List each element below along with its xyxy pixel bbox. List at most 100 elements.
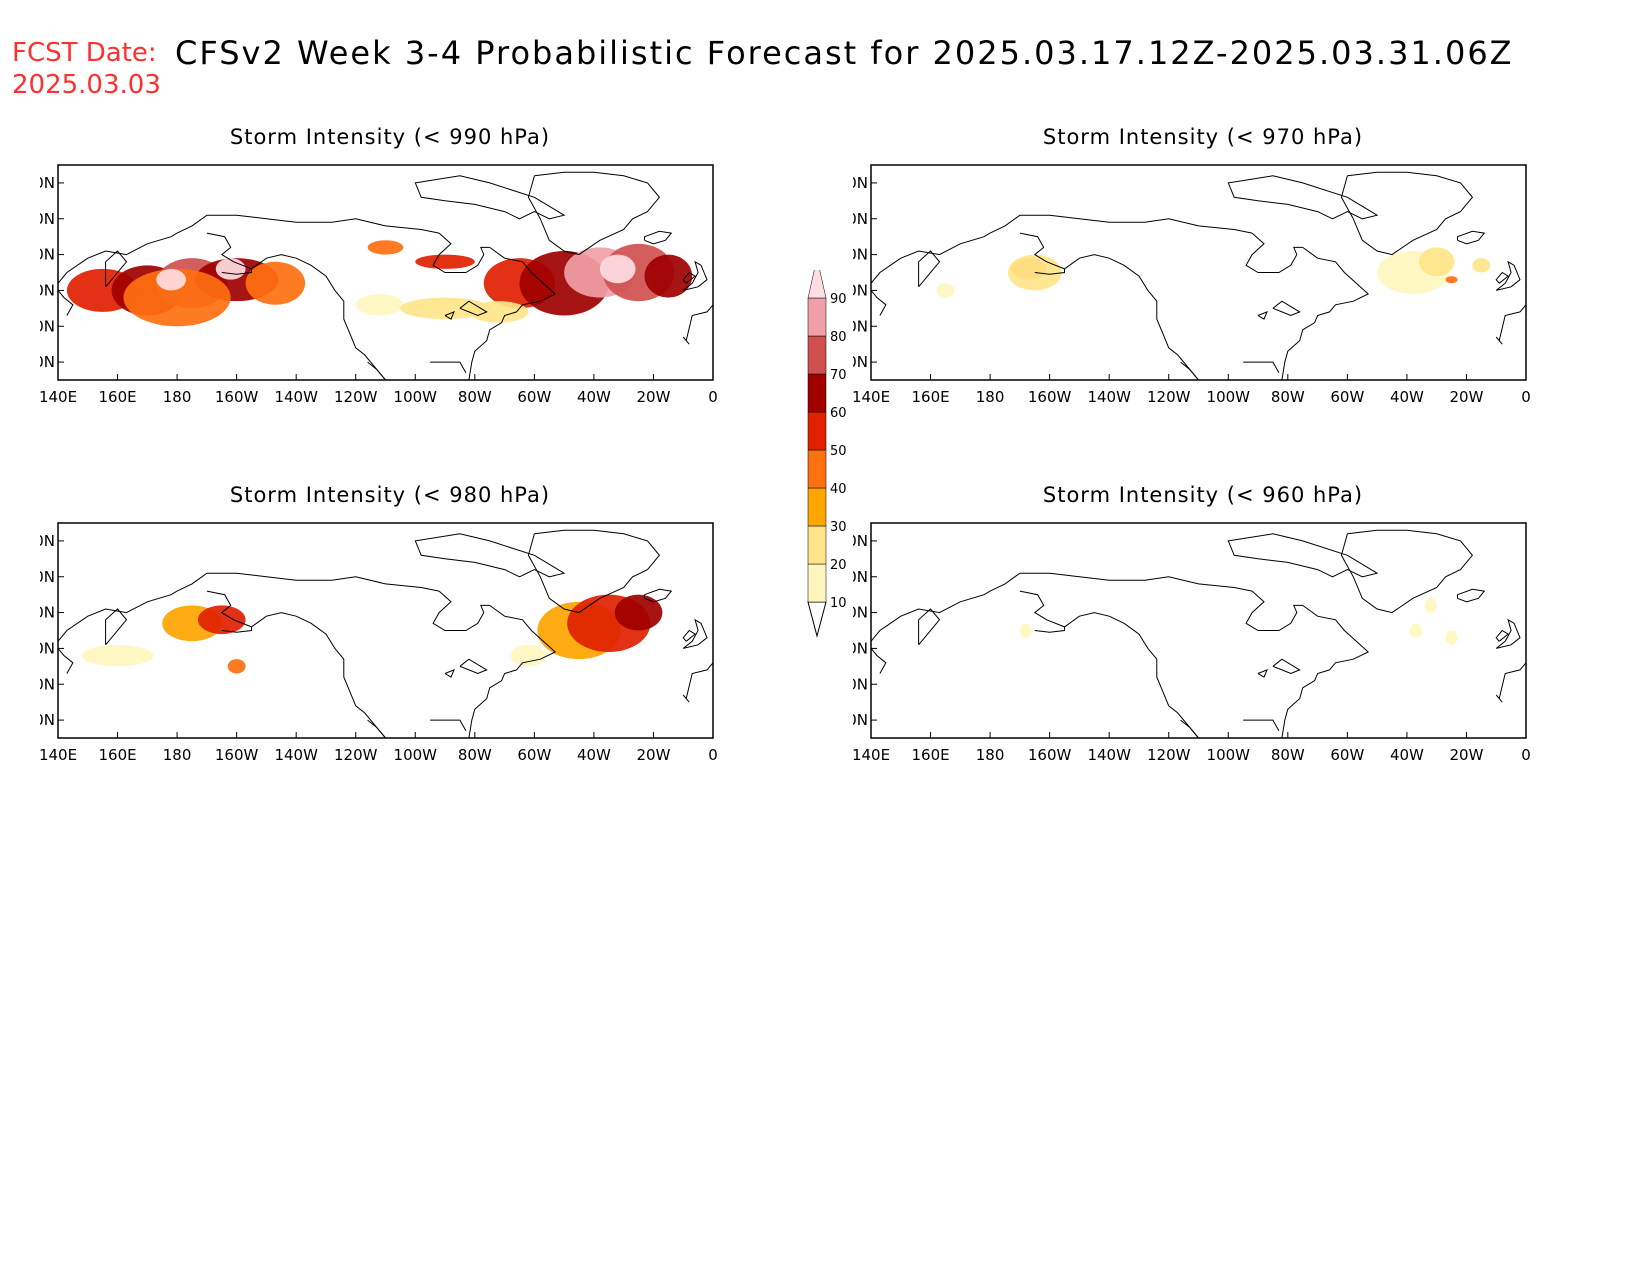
colorbar-svg: 10 20 30 40 50 60 70 80 90: [807, 257, 847, 638]
map-frame: [870, 164, 1527, 381]
probability-area: [1445, 630, 1458, 645]
colorbar-label: 90: [830, 292, 847, 307]
x-tick-label: 140W: [1087, 746, 1131, 764]
coastline: [206, 590, 297, 628]
coastline: [1245, 590, 1303, 631]
coastline: [1108, 257, 1199, 380]
y-tick-label: 40N: [40, 675, 55, 693]
coastline: [1257, 310, 1268, 320]
x-tick-label: 40W: [1390, 388, 1424, 406]
coastline: [527, 529, 661, 614]
x-tick-label: 160W: [215, 388, 259, 406]
probability-area: [227, 659, 246, 674]
coastline: [871, 290, 887, 316]
coastline: [1495, 336, 1503, 345]
coastline: [414, 533, 566, 578]
colorbar-label: 80: [830, 330, 847, 345]
x-tick-label: 80W: [1271, 388, 1305, 406]
x-tick-label: 160E: [98, 388, 136, 406]
y-tick-label: 50N: [853, 639, 868, 657]
y-tick-label: 40N: [40, 317, 55, 335]
coastline: [1498, 662, 1526, 699]
coastline: [1340, 529, 1474, 614]
x-tick-label: 20W: [1449, 388, 1483, 406]
coastline: [444, 668, 455, 678]
coastline: [105, 608, 128, 646]
panel-title: Storm Intensity (< 970 hPa): [1042, 125, 1364, 149]
map-plot-980: 140E 160E 180 160W 140W 120W 100W 80W 60W 40W 20W 0…: [40, 522, 718, 764]
x-tick-label: 0: [708, 388, 718, 406]
coastline: [367, 719, 386, 738]
x-tick-label: 0: [1521, 746, 1531, 764]
y-tick-label: 30N: [853, 353, 868, 371]
coastline: [1227, 533, 1379, 578]
coastline: [1243, 719, 1280, 732]
map-plot-960: 140E 160E 180 160W 140W 120W 100W 80W 60W 40W 20W 0…: [853, 522, 1531, 764]
coastline: [1498, 304, 1526, 341]
coastline: [430, 361, 467, 374]
probability-area: [1445, 276, 1458, 284]
coastline: [682, 336, 690, 345]
coastline: [1495, 618, 1521, 649]
coastline: [644, 588, 673, 603]
x-tick-label: 160E: [911, 388, 949, 406]
coastline: [1281, 604, 1370, 738]
x-tick-label: 140E: [40, 746, 77, 764]
probability-area: [123, 268, 231, 327]
x-tick-label: 60W: [517, 746, 551, 764]
coastline: [1034, 626, 1065, 633]
y-tick-label: 70N: [40, 568, 55, 586]
probability-area: [1019, 623, 1032, 638]
probability-area: [415, 254, 475, 269]
y-tick-label: 30N: [853, 711, 868, 729]
colorbar-segment: [807, 297, 827, 337]
x-tick-label: 80W: [458, 746, 492, 764]
coastline: [414, 175, 566, 220]
x-tick-label: 20W: [636, 746, 670, 764]
coastline: [918, 608, 941, 646]
x-tick-label: 120W: [1147, 746, 1191, 764]
y-tick-label: 80N: [853, 174, 868, 192]
coastline: [1495, 260, 1521, 291]
coastline: [682, 271, 696, 284]
x-tick-label: 140W: [274, 746, 318, 764]
map-plot-970: 140E 160E 180 160W 140W 120W 100W 80W 60W 40W 20W 0…: [853, 164, 1531, 406]
x-tick-label: 20W: [636, 388, 670, 406]
x-tick-label: 60W: [1330, 746, 1364, 764]
page-title: CFSv2 Week 3-4 Probabilistic Forecast fo…: [175, 34, 1514, 72]
coastline: [1227, 175, 1379, 220]
coastline: [1245, 232, 1303, 273]
map-plot-990: 140E 160E 180 160W 140W 120W 100W 80W 60W 40W 20W 0…: [40, 164, 718, 406]
x-tick-label: 140W: [274, 388, 318, 406]
x-tick-label: 180: [976, 746, 1005, 764]
coastline: [295, 615, 386, 738]
x-tick-label: 0: [1521, 388, 1531, 406]
x-tick-label: 140E: [853, 388, 890, 406]
colorbar-label: 60: [830, 406, 847, 421]
probability-area: [245, 261, 306, 305]
coastline: [58, 648, 74, 674]
x-tick-label: 160W: [1028, 388, 1072, 406]
coastline: [1019, 232, 1110, 270]
coastline: [367, 361, 386, 380]
colorbar-label: 30: [830, 520, 847, 535]
panel-title: Storm Intensity (< 960 hPa): [1042, 483, 1364, 507]
x-tick-label: 140E: [40, 388, 77, 406]
probability-area: [81, 644, 154, 667]
x-tick-label: 20W: [1449, 746, 1483, 764]
probability-area: [468, 301, 529, 323]
coastline: [459, 300, 488, 317]
colorbar-label: 70: [830, 368, 847, 383]
colorbar-lower-cap: [807, 601, 827, 638]
map-layer: [871, 529, 1526, 738]
probability-area: [599, 254, 636, 284]
x-tick-label: 120W: [334, 746, 378, 764]
coastline: [685, 304, 713, 341]
coastline: [1495, 271, 1509, 284]
coastline: [918, 250, 941, 288]
coastline: [682, 629, 696, 642]
colorbar-label: 40: [830, 482, 847, 497]
fcst-date-value: 2025.03.03: [12, 70, 161, 100]
coastline: [682, 694, 690, 703]
probability-area: [936, 283, 955, 298]
